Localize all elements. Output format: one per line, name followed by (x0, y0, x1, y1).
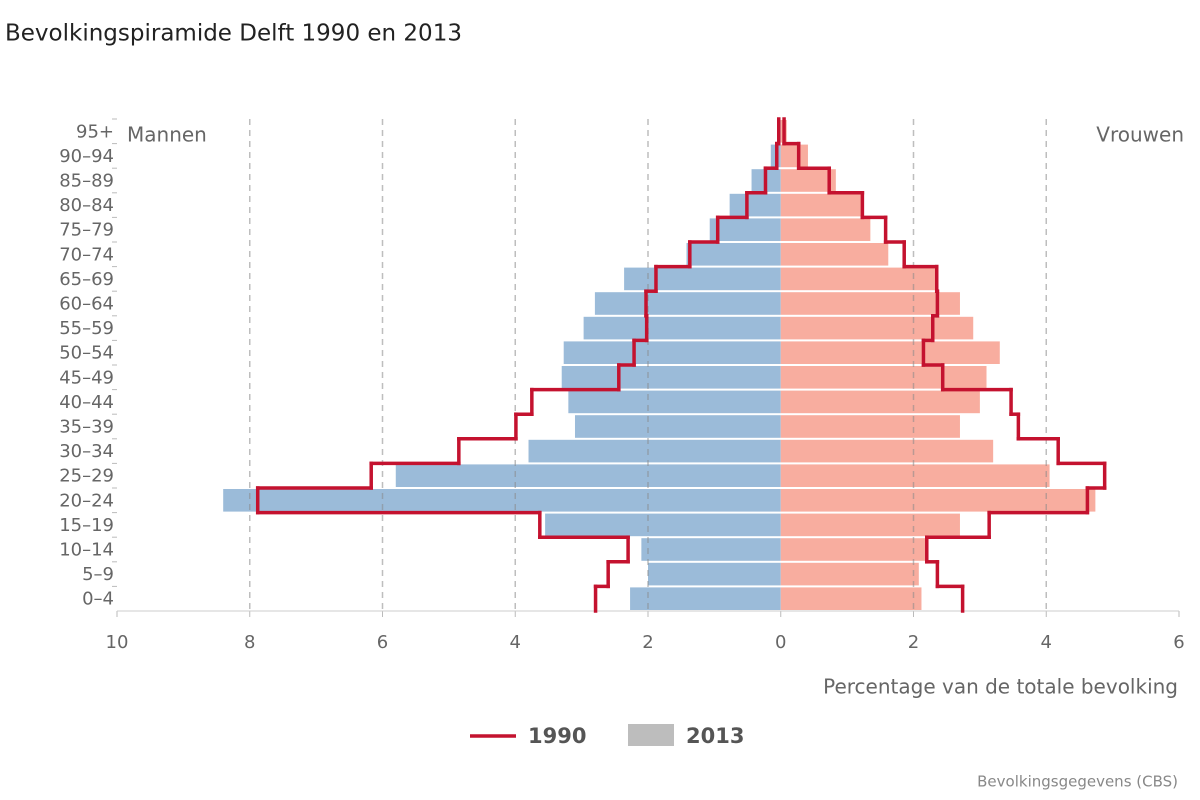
y-tick-label: 95+ (76, 121, 114, 142)
y-tick-label: 20–24 (59, 490, 114, 511)
x-tick-label: 10 (106, 632, 129, 653)
bar (780, 243, 889, 266)
y-tick-label: 70–74 (59, 244, 114, 265)
x-tick-label: 2 (908, 632, 919, 653)
bar (780, 218, 871, 241)
x-tick-label: 4 (1041, 632, 1052, 653)
bar (780, 316, 974, 340)
chart-title: Bevolkingspiramide Delft 1990 en 2013 (5, 21, 462, 47)
y-tick-label: 30–34 (59, 441, 114, 462)
bar (528, 439, 781, 463)
bar (780, 366, 987, 389)
bar (780, 464, 1050, 487)
bar (624, 267, 781, 291)
bar (568, 390, 781, 414)
y-tick-label: 55–59 (59, 318, 114, 339)
y-tick-label: 45–49 (59, 367, 114, 388)
bar (729, 193, 781, 217)
bar (780, 292, 960, 315)
y-tick-label: 0–4 (82, 589, 114, 610)
y-tick-label: 65–69 (59, 269, 114, 290)
bar (563, 341, 781, 364)
y-tick-label: 40–44 (59, 392, 114, 413)
bar (648, 562, 781, 586)
y-tick-label: 50–54 (59, 343, 114, 364)
bar (780, 169, 836, 192)
bar (780, 341, 1000, 364)
y-tick-label: 5–9 (82, 564, 114, 585)
bar (780, 390, 980, 414)
bar (780, 538, 926, 561)
bar (780, 587, 922, 610)
x-tick-label: 4 (510, 632, 521, 653)
source: Bevolkingsgegevens (CBS) (977, 773, 1178, 791)
y-tick-label: 15–19 (59, 515, 114, 536)
bar (686, 243, 781, 266)
bar (641, 538, 781, 561)
x-tick-label: 0 (775, 632, 786, 653)
x-tick-label: 8 (244, 632, 255, 653)
bar (780, 144, 808, 168)
side-label: Mannen (127, 123, 207, 147)
x-tick-label: 2 (642, 632, 653, 653)
bar (223, 489, 781, 512)
bar (780, 193, 863, 217)
y-tick-label: 90–94 (59, 146, 114, 167)
bar (780, 415, 960, 438)
bar (561, 366, 781, 389)
legend-swatch (628, 724, 674, 746)
legend-label: 2013 (686, 724, 744, 748)
bar (780, 439, 994, 463)
bar (594, 292, 781, 315)
bar (780, 267, 937, 291)
side-label: Vrouwen (1096, 123, 1184, 147)
x-tick-label: 6 (1173, 632, 1184, 653)
y-tick-label: 75–79 (59, 220, 114, 241)
bar (395, 464, 781, 487)
y-tick-label: 35–39 (59, 417, 114, 438)
y-tick-label: 80–84 (59, 195, 114, 216)
legend-label: 1990 (528, 724, 586, 748)
bar (583, 316, 781, 340)
x-axis-label: Percentage van de totale bevolking (823, 675, 1178, 699)
y-tick-label: 25–29 (59, 466, 114, 487)
bar (574, 415, 781, 438)
bar (780, 562, 919, 586)
x-tick-label: 6 (377, 632, 388, 653)
bar (630, 587, 781, 610)
bar (709, 218, 781, 241)
bar (545, 513, 781, 537)
y-tick-label: 10–14 (59, 540, 114, 561)
bar (780, 513, 960, 537)
y-tick-label: 60–64 (59, 294, 114, 315)
y-tick-label: 85–89 (59, 171, 114, 192)
bar (780, 489, 1096, 512)
